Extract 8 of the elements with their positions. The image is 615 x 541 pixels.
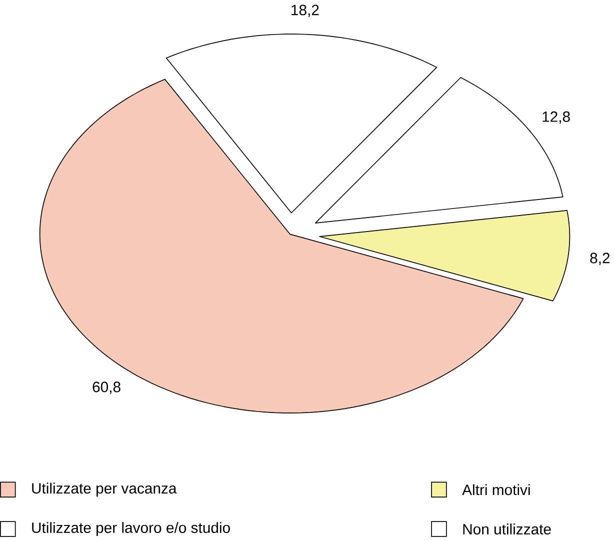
data-label: 60,8	[92, 382, 120, 394]
legend-label: Utilizzate per lavoro e/o studio	[32, 522, 230, 536]
data-label: 18,2	[292, 4, 319, 18]
data-label: 12,8	[542, 112, 570, 124]
data-label: 8,2	[590, 252, 610, 266]
legend-label: Non utilizzate	[463, 524, 551, 535]
legend-label: Utilizzate per vacanza	[32, 482, 177, 497]
legend-label: Altri motivi	[462, 484, 530, 496]
